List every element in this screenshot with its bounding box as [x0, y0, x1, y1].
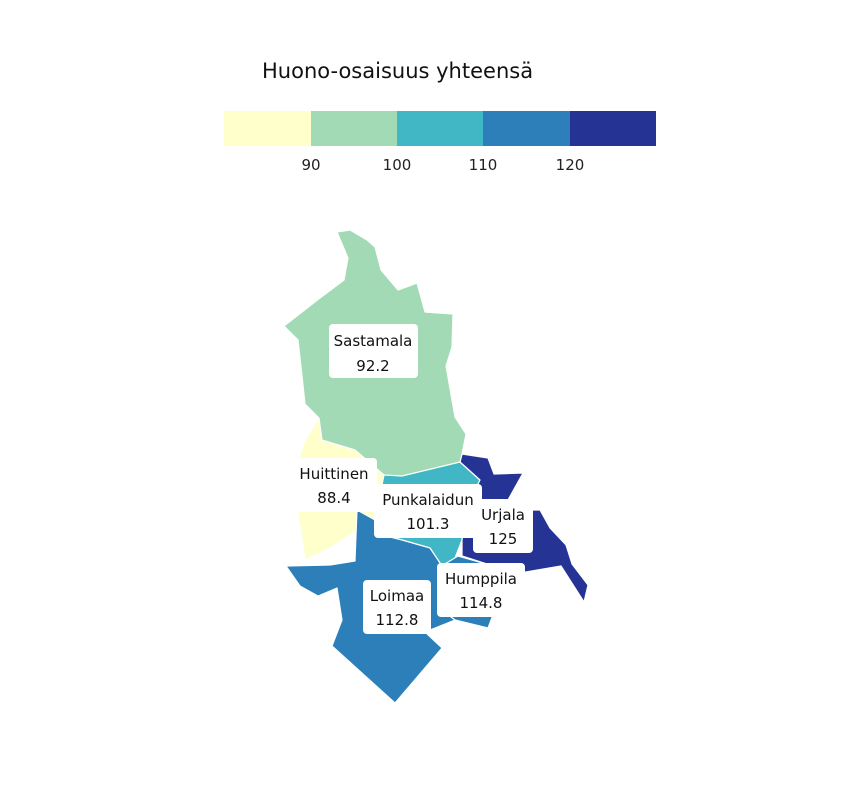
region-value: 88.4 — [317, 489, 350, 507]
region-value: 92.2 — [356, 357, 389, 375]
legend-bin — [483, 111, 570, 146]
label-sastamala: Sastamala 92.2 — [329, 324, 418, 378]
region-name: Humppila — [445, 570, 517, 588]
label-box — [374, 484, 482, 538]
region-value: 125 — [489, 530, 518, 548]
legend-tick: 120 — [556, 156, 585, 174]
legend-bin — [224, 111, 311, 146]
legend-bin — [397, 111, 483, 146]
region-name: Urjala — [481, 506, 525, 524]
legend-bin — [570, 111, 656, 146]
label-box — [329, 324, 418, 378]
region-name: Huittinen — [299, 465, 368, 483]
color-legend: 90 100 110 120 — [224, 111, 656, 174]
label-box — [437, 563, 525, 617]
label-punkalaidun: Punkalaidun 101.3 — [374, 484, 482, 538]
legend-tick: 100 — [383, 156, 412, 174]
label-box — [363, 580, 431, 634]
region-value: 101.3 — [407, 515, 450, 533]
legend-tick: 110 — [469, 156, 498, 174]
label-humppila: Humppila 114.8 — [437, 563, 525, 617]
region-value: 114.8 — [460, 594, 503, 612]
region-name: Punkalaidun — [382, 491, 473, 509]
map-title: Huono-osaisuus yhteensä — [262, 59, 533, 83]
label-box — [291, 458, 377, 512]
region-name: Loimaa — [370, 587, 424, 605]
label-box — [473, 499, 533, 553]
label-loimaa: Loimaa 112.8 — [363, 580, 431, 634]
region-labels: Sastamala 92.2 Huittinen 88.4 Punkalaidu… — [291, 324, 533, 634]
region-name: Sastamala — [334, 332, 413, 350]
legend-tick: 90 — [301, 156, 320, 174]
region-value: 112.8 — [376, 611, 419, 629]
label-huittinen: Huittinen 88.4 — [291, 458, 377, 512]
legend-bin — [311, 111, 397, 146]
label-urjala: Urjala 125 — [473, 499, 533, 553]
